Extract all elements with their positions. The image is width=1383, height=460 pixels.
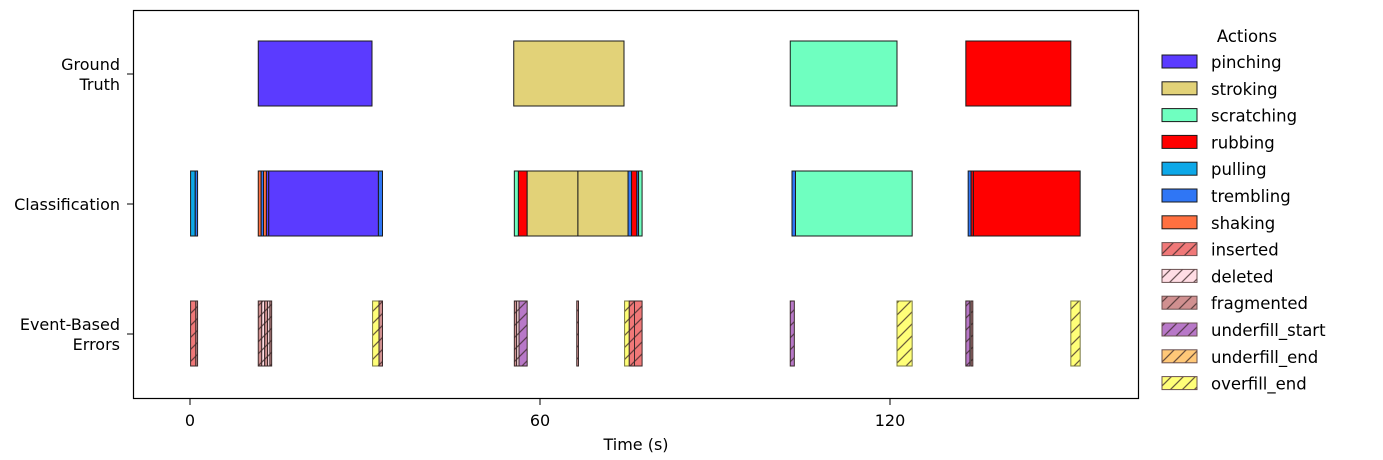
legend-label: fragmented [1211, 294, 1308, 313]
x-tick-label: 0 [185, 411, 195, 430]
segment-underfill_start [965, 300, 971, 367]
y-tick-label: Truth [78, 75, 120, 94]
segment-scratching [638, 170, 643, 237]
segment-rubbing [517, 170, 528, 237]
legend-label: overfill_end [1211, 375, 1307, 395]
row-event-based-errors [190, 300, 1081, 367]
legend-swatch [1161, 215, 1198, 230]
segment-stroking [577, 170, 629, 237]
legend-item-inserted: inserted [1161, 241, 1279, 260]
segment-overfill_end [1070, 300, 1081, 367]
legend-item-deleted: deleted [1161, 267, 1273, 286]
legend-label: underfill_end [1211, 348, 1318, 368]
legend-label: underfill_start [1211, 321, 1326, 341]
legend-item-rubbing: rubbing [1161, 133, 1275, 152]
legend-item-pinching: pinching [1161, 53, 1282, 72]
legend: Actions pinching stroking scratching rubbin… [1161, 27, 1326, 395]
segment-trembling [194, 170, 199, 237]
segment-trembling [791, 170, 796, 237]
y-tick-label: Event-Based [20, 315, 120, 334]
segment-underfill_start [518, 300, 528, 367]
legend-label: pulling [1211, 160, 1267, 179]
segment-trembling [377, 170, 383, 237]
legend-item-overfill_end: overfill_end [1161, 375, 1307, 395]
legend-item-pulling: pulling [1161, 160, 1267, 179]
legend-swatch [1161, 376, 1198, 391]
y-tick-label: Ground [61, 55, 120, 74]
legend-item-shaking: shaking [1161, 214, 1275, 233]
segment-rubbing [965, 40, 1072, 107]
legend-item-underfill_start: underfill_start [1161, 321, 1326, 341]
segment-underfill_start [789, 300, 795, 367]
legend-label: deleted [1211, 267, 1273, 286]
segment-stroking [526, 170, 579, 237]
x-tick-label: 120 [875, 411, 906, 430]
segment-overfill_end [896, 300, 913, 367]
row-ground-truth [257, 40, 1072, 107]
segment-stroking [513, 40, 625, 107]
segment-pinching [257, 40, 373, 107]
segment-fragmented [257, 300, 263, 367]
segment-rubbing [631, 170, 638, 237]
y-tick-label: Errors [73, 335, 120, 354]
segment-inserted [634, 300, 643, 367]
legend-swatch [1161, 108, 1198, 123]
legend-item-fragmented: fragmented [1161, 294, 1308, 313]
x-tick-label: 60 [530, 411, 550, 430]
legend-swatch [1161, 81, 1198, 96]
legend-swatch [1161, 54, 1198, 69]
y-tick-label: Classification [14, 195, 120, 214]
legend-label: shaking [1211, 214, 1275, 233]
legend-swatch [1161, 349, 1198, 364]
segment-scratching [513, 170, 519, 237]
legend-item-underfill_end: underfill_end [1161, 348, 1318, 368]
legend-label: pinching [1211, 53, 1282, 72]
axes-frame [132, 9, 1140, 400]
x-axis-label: Time (s) [602, 435, 668, 454]
segment-fragmented [970, 300, 974, 367]
legend-swatch [1161, 322, 1198, 337]
segment-inserted [628, 300, 635, 367]
legend-item-scratching: scratching [1161, 107, 1297, 126]
legend-label: inserted [1211, 241, 1279, 260]
legend-label: stroking [1211, 80, 1278, 99]
legend-swatch [1161, 268, 1198, 283]
legend-swatch [1161, 295, 1198, 310]
x-axis: 0 60 120 [185, 399, 905, 430]
segment-pinching [268, 170, 379, 237]
legend-item-stroking: stroking [1161, 80, 1278, 99]
legend-swatch [1161, 161, 1198, 176]
legend-label: scratching [1211, 107, 1297, 126]
plot-area [190, 40, 1081, 367]
legend-title: Actions [1217, 27, 1277, 46]
segment-fragmented [269, 300, 273, 367]
row-classification [190, 170, 1081, 237]
legend-swatch [1161, 134, 1198, 149]
segment-inserted [190, 300, 197, 367]
legend-swatch [1161, 188, 1198, 203]
segment-fragmented [195, 300, 199, 367]
segment-scratching [789, 40, 898, 107]
segment-fragmented [378, 300, 383, 367]
legend-label: rubbing [1211, 133, 1275, 152]
segment-overfill_end [624, 300, 630, 367]
legend-item-trembling: trembling [1161, 187, 1291, 206]
legend-label: trembling [1211, 187, 1291, 206]
segment-fragmented [576, 300, 579, 367]
segment-pulling [190, 170, 196, 237]
segment-trembling [627, 170, 633, 237]
segment-scratching [795, 170, 913, 237]
segment-rubbing [972, 170, 1081, 237]
segment-overfill_end [372, 300, 380, 367]
legend-swatch [1161, 242, 1198, 257]
